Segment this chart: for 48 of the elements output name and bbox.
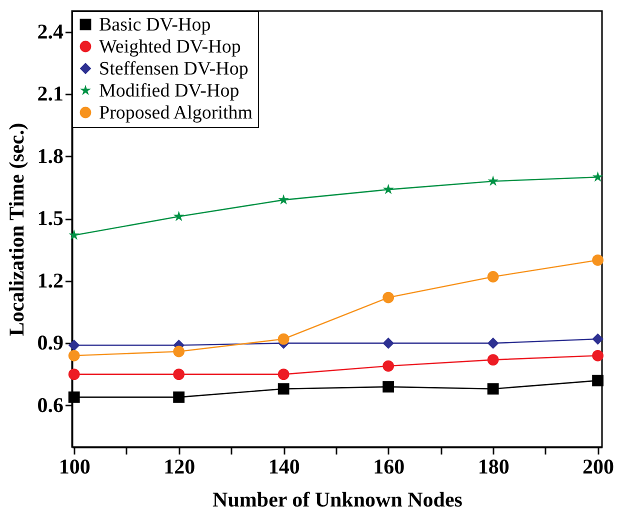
point [382, 292, 394, 304]
point [173, 368, 185, 380]
x-tick-label: 200 [582, 454, 614, 478]
point [68, 391, 80, 403]
point [278, 368, 290, 380]
point [382, 184, 394, 194]
x-tick-label: 160 [373, 454, 405, 478]
y-tick-label: 1.5 [37, 206, 64, 230]
point [488, 176, 498, 186]
point [173, 210, 184, 222]
point [173, 346, 185, 358]
y-tick-label: 0.6 [37, 392, 64, 417]
point [592, 171, 604, 182]
point [592, 333, 604, 345]
point [382, 337, 394, 349]
point [68, 230, 80, 240]
point [487, 383, 499, 395]
point [278, 333, 290, 345]
point [68, 368, 80, 380]
y-tick-label: 2.1 [37, 82, 64, 106]
y-tick-label: 2.4 [37, 19, 64, 44]
legend-label: Modified DV-Hop [99, 80, 240, 102]
x-tick-label: 120 [164, 454, 196, 478]
point [68, 350, 80, 362]
point [487, 354, 499, 366]
point [487, 337, 499, 349]
point [592, 254, 604, 266]
y-tick-label: 0.9 [37, 330, 64, 355]
y-tick-label: 1.2 [37, 268, 64, 292]
legend-label: Steffensen DV-Hop [99, 58, 248, 80]
point [382, 381, 394, 392]
legend-label: Basic DV-Hop [99, 14, 211, 36]
y-axis-title: Localization Time (sec.) [4, 122, 28, 336]
x-axis-title: Number of Unknown Nodes [212, 488, 462, 512]
point [592, 374, 604, 386]
y-tick-label: 1.8 [37, 144, 64, 168]
legend-label: Weighted DV-Hop [99, 36, 241, 58]
point [68, 340, 80, 351]
point [173, 391, 185, 403]
point [592, 350, 604, 362]
x-tick-label: 140 [268, 454, 300, 478]
point [382, 360, 394, 372]
x-tick-label: 180 [478, 454, 510, 478]
point [487, 271, 499, 282]
x-tick-label: 100 [58, 454, 90, 478]
point [278, 194, 289, 205]
point [278, 383, 290, 395]
legend-label: Proposed Algorithm [99, 102, 253, 124]
